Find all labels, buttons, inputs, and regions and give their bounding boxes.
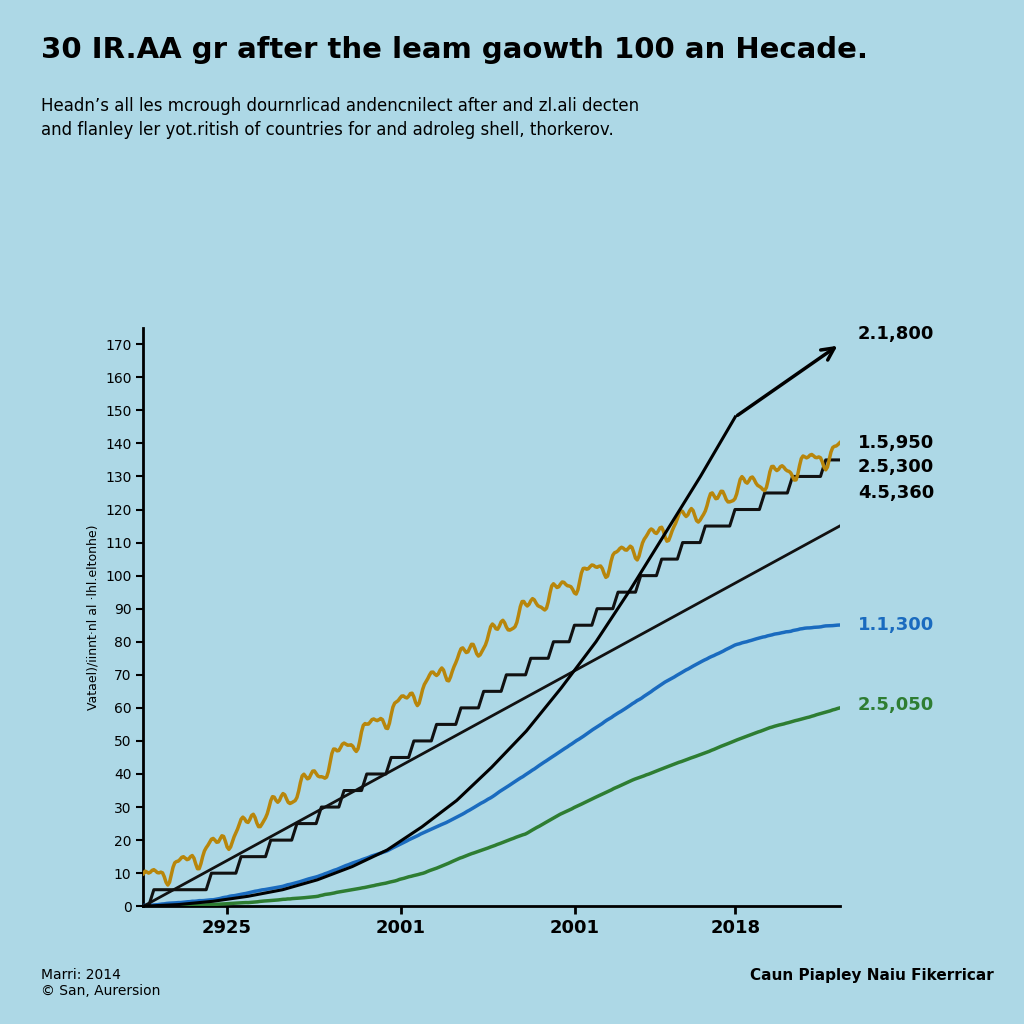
Text: 2.5,300: 2.5,300 (858, 458, 934, 475)
Text: Caun Piapley Naiu Fikerricar: Caun Piapley Naiu Fikerricar (750, 968, 993, 983)
Text: 30 IR.AA gr after the leam gaowth 100 an Hecade.: 30 IR.AA gr after the leam gaowth 100 an… (41, 36, 868, 63)
Y-axis label: Vatael)/iinnt·nl al ·lhl.eltonhe): Vatael)/iinnt·nl al ·lhl.eltonhe) (86, 524, 99, 710)
Text: 1.5,950: 1.5,950 (858, 434, 934, 452)
Text: 2.1,800: 2.1,800 (858, 325, 935, 343)
Text: Headn’s all les mcrough dournrlicad andencnilect after and zl.ali decten
and fla: Headn’s all les mcrough dournrlicad ande… (41, 97, 639, 139)
Text: 4.5,360: 4.5,360 (858, 484, 934, 502)
Text: Marri: 2014
© San, Aurersion: Marri: 2014 © San, Aurersion (41, 968, 161, 997)
Text: 1.1,300: 1.1,300 (858, 616, 934, 634)
Text: 2.5,050: 2.5,050 (858, 695, 934, 714)
